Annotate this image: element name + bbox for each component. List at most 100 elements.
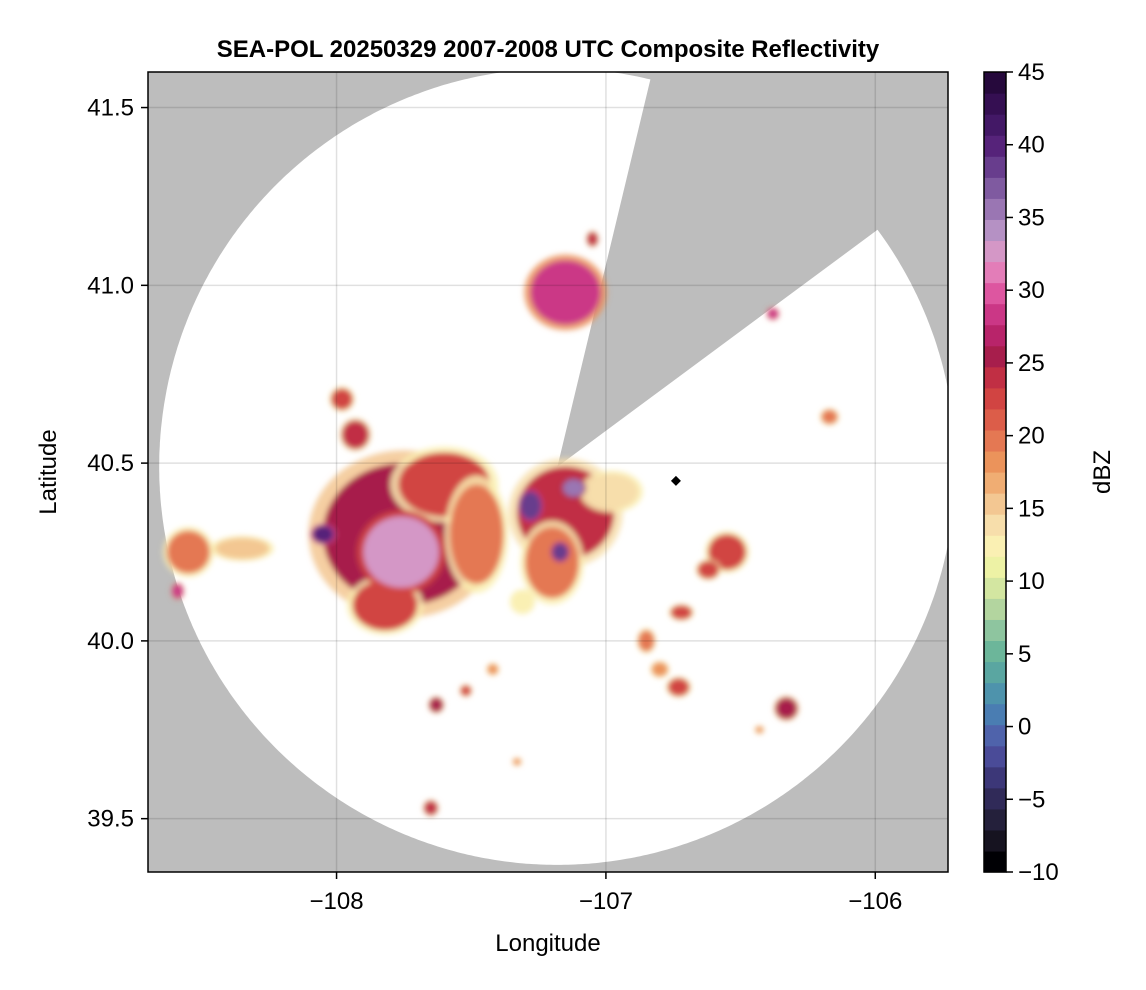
colorbar-segment	[984, 535, 1006, 557]
colorbar-segment	[984, 303, 1006, 326]
colorbar-segment	[984, 366, 1006, 389]
colorbar-segment	[984, 450, 1006, 473]
chart-title: SEA-POL 20250329 2007-2008 UTC Composite…	[217, 36, 880, 63]
echo-east-cell-2	[697, 560, 720, 579]
colorbar-tick-label: −5	[1018, 786, 1045, 813]
colorbar-segment	[984, 787, 1006, 810]
colorbar-segment	[984, 135, 1006, 157]
echo-south-cell-3	[460, 685, 472, 697]
colorbar-segment	[984, 745, 1006, 768]
reflectivity-echoes	[162, 230, 840, 817]
echo-south-cell-6	[512, 758, 522, 766]
colorbar-segment	[984, 261, 1006, 284]
colorbar-tick-label: 5	[1018, 641, 1031, 668]
y-axis-label: Latitude	[35, 429, 62, 514]
echo-east-cell-3	[670, 605, 693, 620]
echo-east-cell-5	[651, 662, 668, 677]
y-tick-label: 41.0	[87, 272, 134, 299]
colorbar-segment	[984, 72, 1006, 94]
colorbar-segment	[984, 829, 1006, 852]
colorbar-segment	[984, 493, 1006, 515]
echo-cell-40-68	[331, 388, 353, 410]
colorbar-segment	[984, 598, 1006, 620]
colorbar-segment	[984, 198, 1006, 220]
colorbar-segment	[984, 724, 1006, 747]
plot-frame	[147, 71, 949, 873]
echo-west-band-2	[215, 537, 270, 560]
echo-main-storm-core	[363, 516, 439, 588]
echo-southeast-cell	[775, 697, 798, 720]
echo-south-cell-1	[429, 697, 443, 713]
colorbar-tick-label: 20	[1018, 423, 1045, 450]
echo-east-cell-6	[667, 678, 690, 696]
colorbar-segment	[984, 556, 1006, 578]
echo-south-cell-5	[511, 591, 534, 613]
echo-southeast-speck	[755, 726, 764, 734]
colorbar-segment	[984, 640, 1006, 663]
echo-west-band	[166, 530, 210, 574]
echo-west-band-tail	[172, 584, 184, 599]
colorbar-segment	[984, 514, 1006, 536]
colorbar-segment	[984, 240, 1006, 263]
y-tick-label: 40.5	[87, 450, 134, 477]
x-tick-label: −106	[848, 888, 902, 915]
echo-north-cell-top	[587, 232, 598, 247]
colorbar-frame	[983, 71, 1007, 873]
colorbar-tick-label: −10	[1018, 859, 1059, 886]
colorbar-segment	[984, 156, 1006, 178]
colorbar-tick-label: 35	[1018, 204, 1045, 231]
colorbar-segment	[984, 472, 1006, 494]
echo-central-cell-core-2	[552, 543, 569, 561]
colorbar-tick-label: 40	[1018, 132, 1045, 159]
colorbar-tick-label: 10	[1018, 568, 1045, 595]
colorbar-tick-label: 25	[1018, 350, 1045, 377]
colorbar-segment	[984, 577, 1006, 599]
colorbar-segment	[984, 619, 1006, 642]
colorbar-segment	[984, 808, 1006, 831]
echo-central-east-band	[584, 473, 639, 510]
colorbar-tick-label: 0	[1018, 714, 1031, 741]
colorbar-segment	[984, 408, 1006, 431]
colorbar-tick-label: 45	[1018, 59, 1045, 86]
x-tick-label: −108	[310, 888, 364, 915]
echo-central-storm-south	[525, 527, 579, 599]
echo-cell-40-6	[341, 420, 369, 449]
colorbar-segment	[984, 282, 1006, 305]
x-axis-label: Longitude	[495, 930, 600, 957]
x-axis-ticks: −108 −107 −106	[310, 872, 902, 915]
y-axis-ticks: 39.5 40.0 40.5 41.0 41.5	[87, 95, 148, 833]
colorbar-label: dBZ	[1089, 450, 1116, 494]
plot-area	[148, 72, 948, 872]
colorbar-segment	[984, 219, 1006, 242]
y-tick-label: 40.0	[87, 628, 134, 655]
colorbar-segment	[984, 324, 1006, 347]
echo-far-east-cell	[821, 409, 838, 424]
colorbar-segment	[984, 345, 1006, 368]
colorbar-segment	[984, 661, 1006, 684]
echo-main-storm-east-edge	[449, 484, 504, 584]
colorbar-tick-label: 30	[1018, 277, 1045, 304]
colorbar-tick-label: 15	[1018, 495, 1045, 522]
echo-central-east-core	[562, 479, 585, 497]
colorbar-segment	[984, 177, 1006, 199]
colorbar-segment	[984, 766, 1006, 789]
echo-south-cell-2	[424, 800, 438, 816]
echo-northeast-speck	[767, 308, 779, 320]
colorbar-segment	[984, 114, 1006, 136]
echo-east-cell-4	[638, 630, 655, 652]
y-tick-label: 39.5	[87, 806, 134, 833]
echo-west-cell-core	[312, 525, 334, 544]
colorbar-segment	[984, 850, 1006, 873]
colorbar-segment	[984, 429, 1006, 452]
echo-east-cell-1	[708, 534, 746, 570]
echo-central-cell-core	[519, 491, 542, 520]
grid-lines	[148, 72, 948, 872]
x-tick-label: −107	[579, 888, 633, 915]
colorbar-segment	[984, 682, 1006, 705]
echo-south-cell-4	[487, 664, 499, 675]
colorbar-segment	[984, 387, 1006, 410]
echo-north-cell	[530, 260, 601, 325]
colorbar	[984, 72, 1006, 873]
colorbar-segment	[984, 93, 1006, 115]
